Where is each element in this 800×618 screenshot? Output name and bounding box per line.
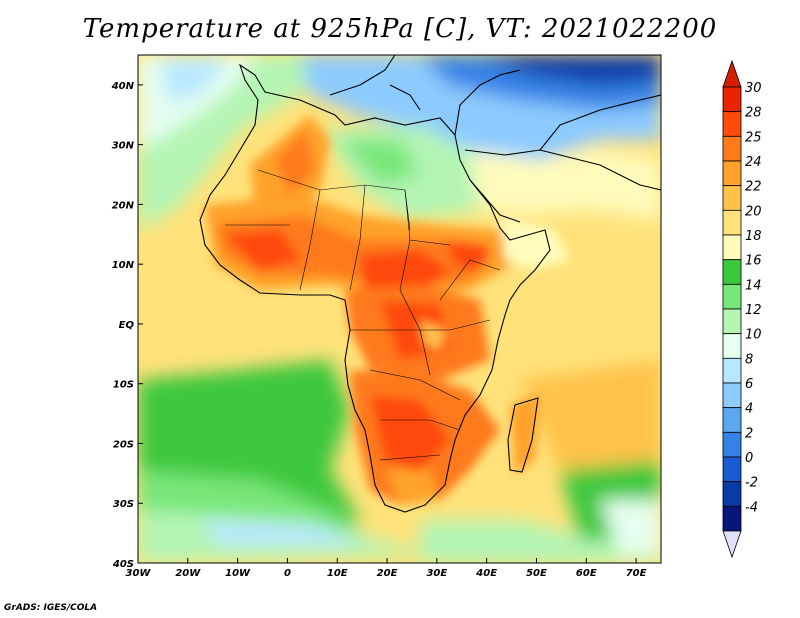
lon-tick-label: 30E: [426, 568, 447, 579]
lat-tick-label: 40N: [111, 81, 135, 92]
colorbar-label: -2: [745, 476, 758, 491]
colorbar-swatch: [722, 481, 742, 507]
country-borders: [225, 169, 501, 461]
colorbar-swatch: [722, 505, 742, 532]
colorbar-label: 4: [745, 402, 753, 417]
lon-tick-label: 60E: [576, 568, 597, 579]
colorbar-label: 20: [745, 204, 762, 219]
colorbar-label: -4: [745, 500, 758, 515]
lon-tick-label: 10E: [327, 568, 348, 579]
colorbar-label: 16: [745, 254, 762, 269]
colorbar-label: 25: [745, 130, 762, 145]
lon-tick-label: 40E: [475, 568, 497, 579]
colorbar-swatch: [722, 86, 742, 113]
plot-frame: [137, 54, 662, 564]
lon-tick-label: 10W: [225, 568, 251, 579]
colorbar-swatch: [722, 357, 742, 384]
lon-tick-label: 20W: [175, 568, 201, 579]
lon-tick-label: 30W: [126, 568, 152, 579]
colorbar-label: 0: [745, 451, 753, 466]
colorbar-label: 2: [745, 426, 753, 441]
colorbar-swatch: [722, 185, 742, 211]
colorbar-swatch: [722, 160, 742, 187]
colorbar-label: 24: [745, 155, 762, 170]
colorbar-label: 28: [745, 106, 762, 121]
colorbar-swatch: [722, 431, 742, 458]
colorbar-label: 6: [745, 377, 753, 392]
colorbar-swatch: [722, 283, 742, 310]
colorbar-swatch: [722, 308, 742, 335]
coastlines: [199, 55, 661, 513]
colorbar-swatch: [722, 407, 742, 433]
colorbar-label: 22: [745, 180, 762, 195]
colorbar-label: 8: [745, 352, 753, 367]
lon-tick-label: 50E: [526, 568, 547, 579]
lat-tick-label: 10N: [112, 260, 135, 271]
map-title: Temperature at 925hPa [C], VT: 202102220…: [82, 14, 718, 44]
colorbar-label: 30: [745, 81, 762, 96]
lat-tick-label: 30N: [112, 141, 135, 152]
lat-tick-label: 30S: [113, 499, 134, 510]
colorbar-swatch: [722, 259, 742, 285]
colorbar-label: 18: [745, 229, 762, 244]
colorbar-label: 14: [745, 278, 762, 293]
colorbar-swatch: [722, 135, 742, 162]
colorbar-bottom-arrow: [722, 530, 742, 559]
lat-tick-label: 20N: [112, 200, 135, 211]
colorbar-swatch: [722, 234, 742, 261]
temperature-field: [138, 55, 661, 563]
latitude-axis: 40N 30N 20N 10N EQ 10S 20S 30S 40S: [111, 81, 143, 570]
colorbar-top-arrow: [722, 59, 742, 88]
colorbar-label: 12: [745, 303, 762, 318]
colorbar-swatch: [722, 456, 742, 483]
lon-tick-label: 70E: [626, 568, 647, 579]
lon-tick-label: 0: [284, 568, 291, 579]
colorbar-swatch: [722, 111, 742, 137]
colorbar-swatch: [722, 382, 742, 409]
lon-tick-label: 20E: [377, 568, 398, 579]
colorbar-label: 10: [745, 328, 762, 343]
lat-tick-label: 40S: [112, 559, 134, 570]
colorbar-swatch: [722, 209, 742, 236]
longitude-axis: 30W 20W 10W 0 10E 20E 30E 40E 50E 60E 70E: [126, 558, 647, 579]
lat-tick-label: EQ: [119, 320, 135, 331]
credit-label: GrADS: IGES/COLA: [4, 603, 98, 613]
lat-tick-label: 20S: [113, 439, 134, 450]
lat-tick-label: 10S: [113, 380, 134, 391]
colorbar-swatch: [722, 333, 742, 359]
